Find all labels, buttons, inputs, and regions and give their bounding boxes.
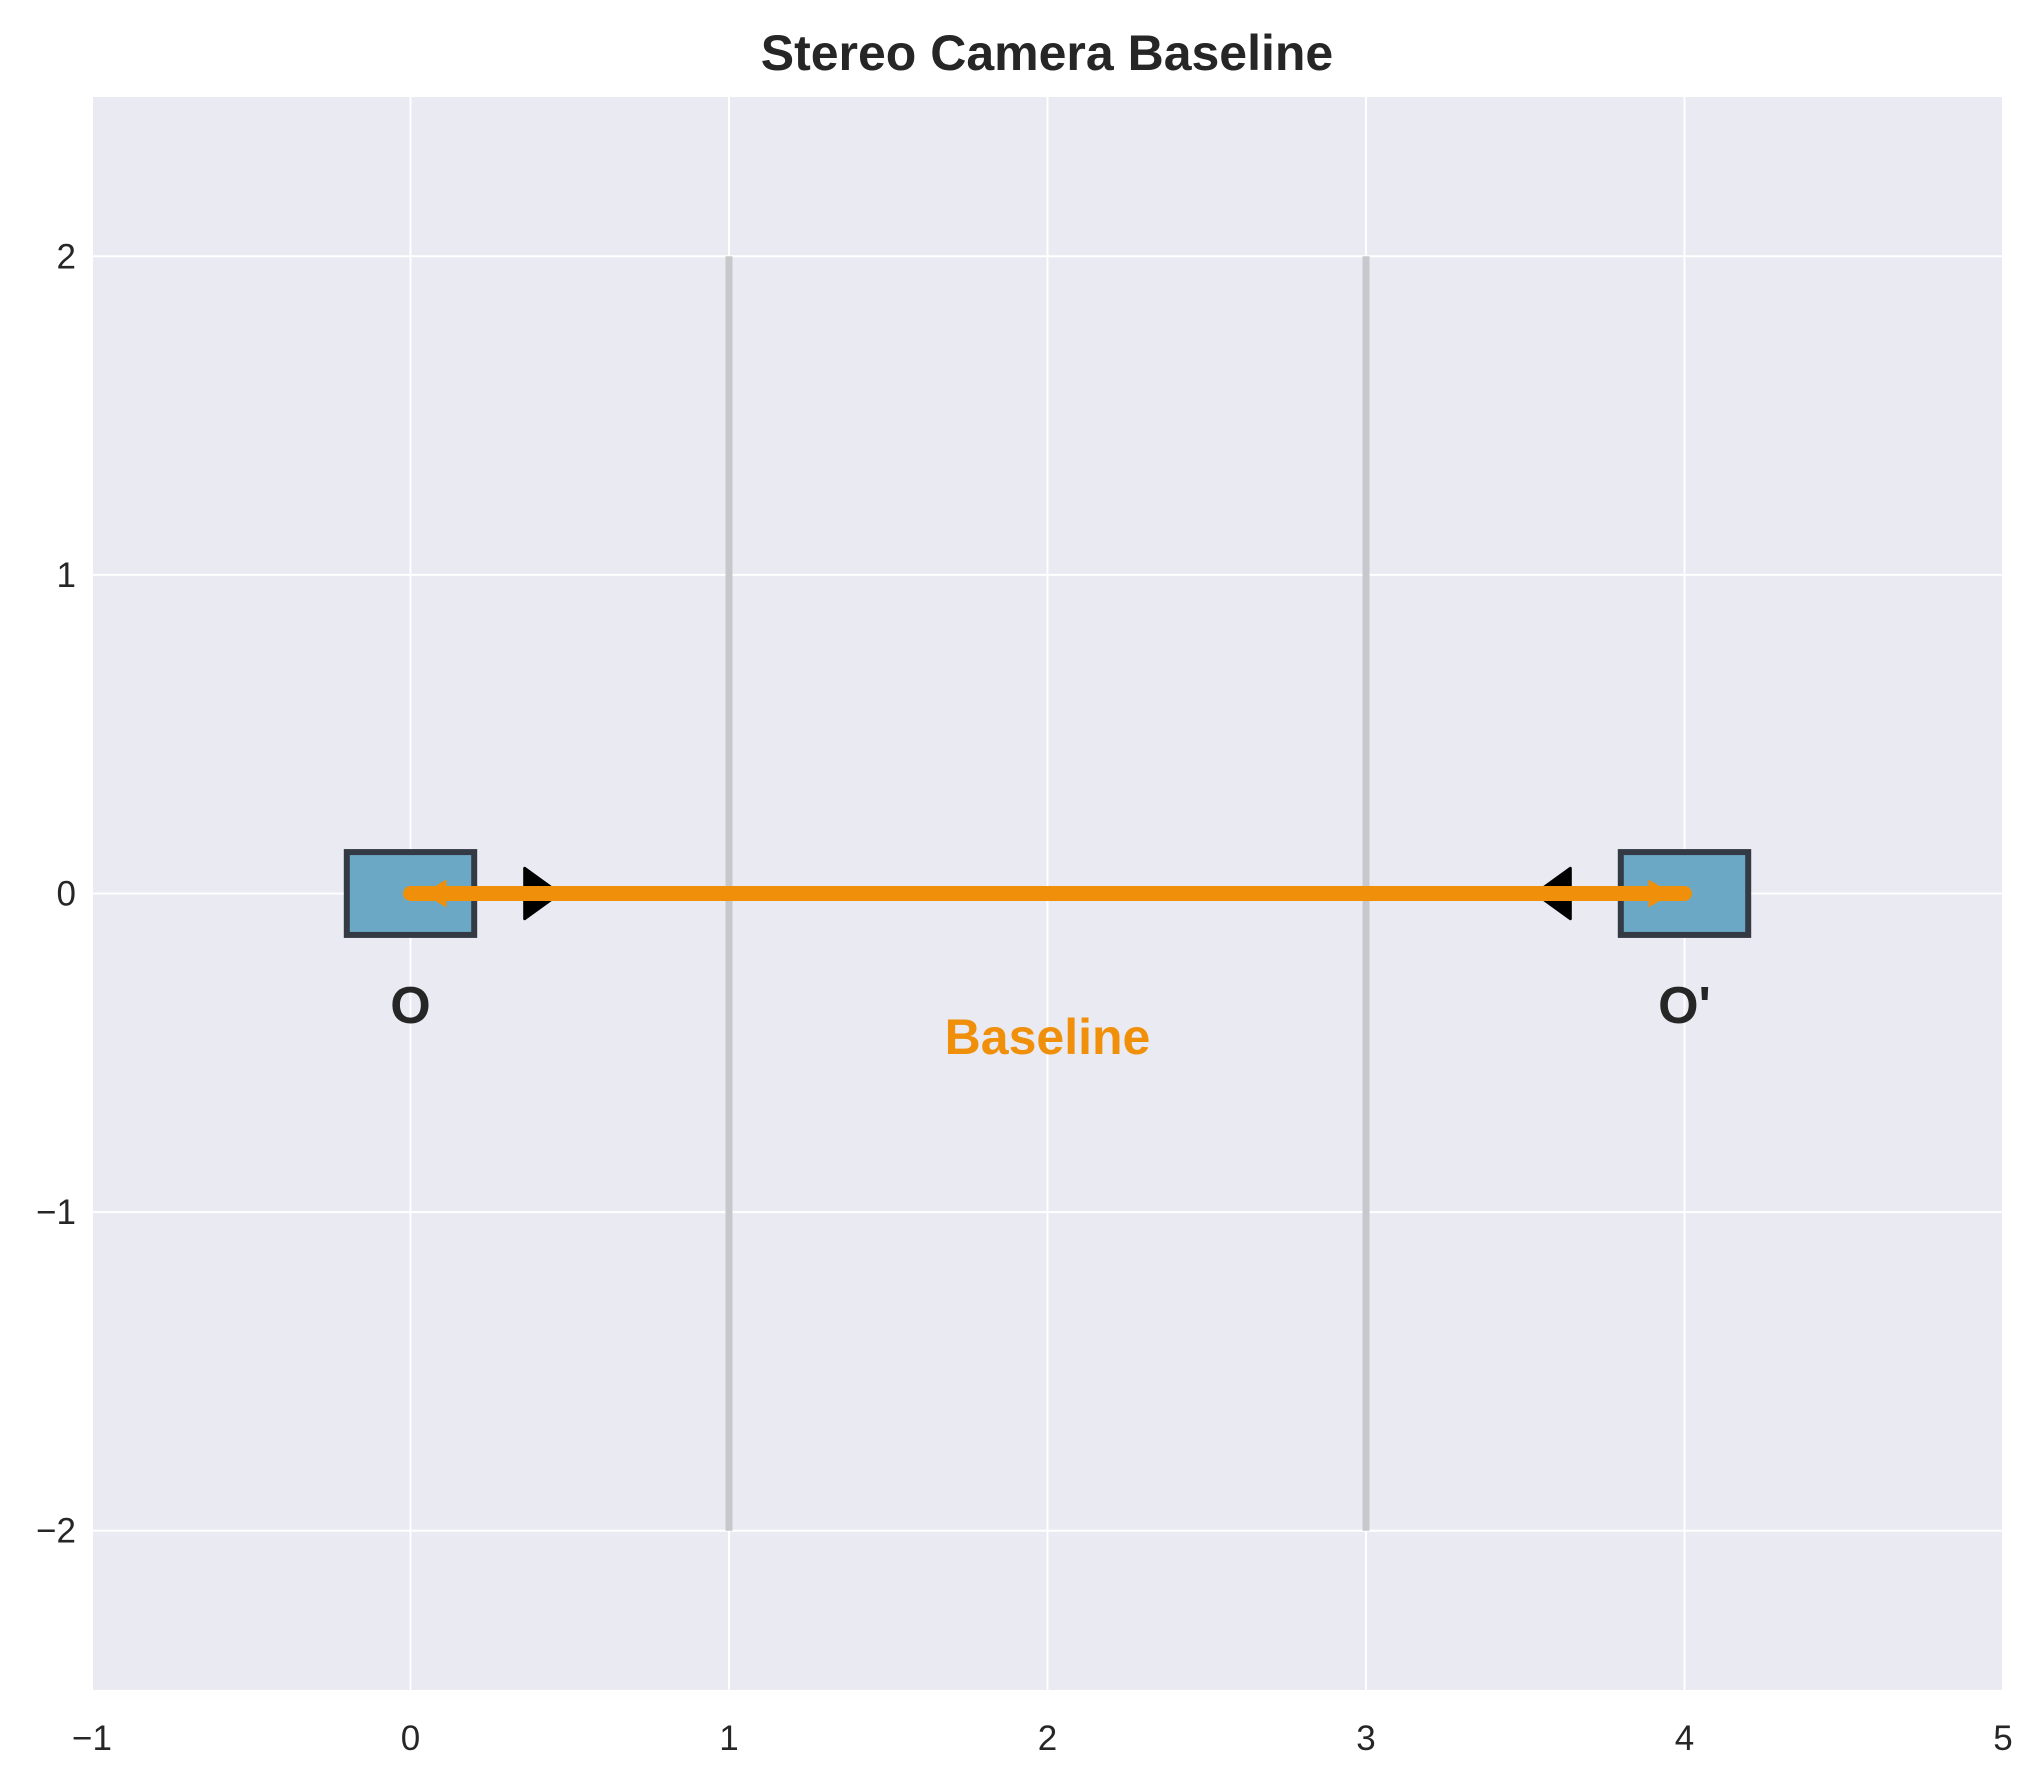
axis-ticks: −1 0 1 2 3 4 5 −2 −1 0 1 2 [36,237,2013,1758]
chart-title: Stereo Camera Baseline [761,25,1334,81]
y-tick-label: 0 [57,875,76,914]
baseline-arrowhead-right-icon [1648,879,1673,908]
x-tick-label: 0 [401,1719,420,1758]
x-tick-label: −1 [72,1719,112,1758]
camera-right-label: O' [1658,977,1711,1035]
camera-left-label: O [390,977,430,1035]
baseline-label: Baseline [945,1009,1151,1065]
baseline-group [403,879,1692,908]
y-tick-label: −2 [36,1512,76,1551]
x-tick-label: 1 [719,1719,738,1758]
y-tick-label: 1 [57,556,76,595]
labels: O O' Baseline [390,977,1711,1065]
x-tick-label: 3 [1356,1719,1375,1758]
x-tick-label: 2 [1038,1719,1057,1758]
y-tick-label: 2 [57,237,76,276]
y-tick-label: −1 [36,1193,76,1232]
x-tick-label: 5 [1993,1719,2012,1758]
baseline-arrowhead-left-icon [422,879,447,908]
x-tick-label: 4 [1675,1719,1694,1758]
